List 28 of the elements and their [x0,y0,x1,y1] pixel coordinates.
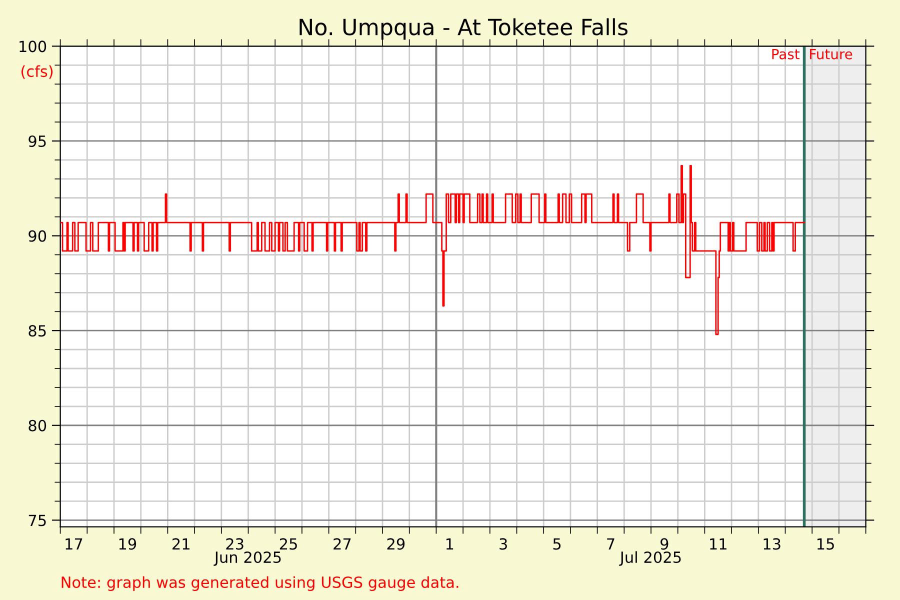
x-tick-label: 29 [387,538,405,550]
band-label: Future [810,49,852,60]
y-tick-label: 80 [28,420,46,432]
x-tick-label: 1 [446,538,454,550]
y-tick-label: 100 [20,40,46,52]
x-tick-label: 21 [172,538,190,550]
y-tick-label: 95 [28,135,46,148]
y-tick-label: 85 [28,325,46,337]
x-tick-label: 25 [280,538,297,550]
chart-title: No. Umpqua - At Toketee Falls [300,18,628,40]
y-axis-title: (cfs) [22,65,53,79]
x-tick-label: 5 [553,538,561,550]
x-tick-label: 13 [764,538,780,550]
x2-tick-label: Jul 2025 [619,551,681,566]
x-tick-label: 3 [500,538,507,550]
y-tick-label: 90 [28,230,46,242]
x-tick-label: 11 [710,538,726,550]
x-tick-label: 9 [660,538,668,550]
x-tick-label: 17 [66,538,82,550]
x-tick-label: 23 [226,538,244,550]
text: Note: graph was generated using USGS gauge data. [62,576,458,591]
x-tick-label: 19 [119,538,136,550]
x-tick-label: 27 [334,538,351,550]
x-tick-label: 15 [817,538,834,550]
x2-tick-label: Jun 2025 [214,551,281,566]
y-tick-label: 75 [28,514,46,526]
x-tick-label: 7 [607,538,614,550]
ref-line-label: Past [772,49,800,60]
